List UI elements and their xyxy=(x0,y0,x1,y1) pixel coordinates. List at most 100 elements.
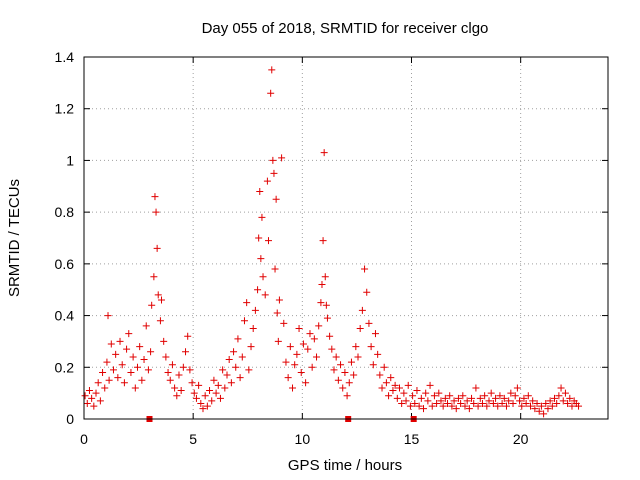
data-point xyxy=(478,399,486,407)
data-point xyxy=(263,177,271,185)
data-point xyxy=(363,288,371,296)
data-point xyxy=(150,273,158,281)
data-point xyxy=(112,350,120,358)
data-point xyxy=(520,394,528,402)
data-point xyxy=(140,356,148,364)
data-point xyxy=(206,387,214,395)
data-point xyxy=(186,366,194,374)
data-point xyxy=(310,335,318,343)
data-point xyxy=(272,195,280,203)
data-point xyxy=(151,193,159,201)
data-point xyxy=(413,387,421,395)
data-point xyxy=(280,319,288,327)
data-point xyxy=(559,397,567,405)
data-point xyxy=(494,402,502,410)
data-point xyxy=(318,281,326,289)
data-point xyxy=(245,366,253,374)
x-tick-label: 5 xyxy=(189,431,197,447)
data-point xyxy=(540,410,548,418)
data-point xyxy=(487,389,495,397)
data-point xyxy=(214,381,222,389)
data-point xyxy=(147,348,155,356)
data-point xyxy=(358,306,366,314)
y-tick-label: 0.4 xyxy=(55,308,75,324)
data-point xyxy=(354,353,362,361)
data-point xyxy=(457,399,465,407)
data-point xyxy=(389,387,397,395)
data-point xyxy=(177,387,185,395)
data-point xyxy=(544,405,552,413)
data-point xyxy=(216,394,224,402)
data-point xyxy=(417,394,425,402)
data-point xyxy=(190,389,198,397)
data-point xyxy=(179,363,187,371)
data-point xyxy=(203,402,211,410)
data-point xyxy=(505,397,513,405)
data-point xyxy=(402,397,410,405)
x-tick-label: 20 xyxy=(513,431,529,447)
data-point xyxy=(302,379,310,387)
data-point xyxy=(234,335,242,343)
data-point xyxy=(439,402,447,410)
data-point xyxy=(450,397,458,405)
data-point xyxy=(289,384,297,392)
data-point xyxy=(197,399,205,407)
data-point xyxy=(326,332,334,340)
data-point xyxy=(435,389,443,397)
data-point xyxy=(557,384,565,392)
grid-lines xyxy=(84,57,608,419)
data-point xyxy=(347,358,355,366)
data-point xyxy=(291,361,299,369)
plot-frame xyxy=(83,56,609,420)
data-point xyxy=(223,371,231,379)
data-point xyxy=(144,366,152,374)
data-point xyxy=(409,392,417,400)
data-point xyxy=(511,392,519,400)
data-point xyxy=(164,368,172,376)
data-point xyxy=(96,397,104,405)
data-point xyxy=(350,371,358,379)
data-point xyxy=(481,392,489,400)
x-tick-label: 15 xyxy=(404,431,420,447)
data-point xyxy=(465,405,473,413)
data-point xyxy=(426,381,434,389)
data-point xyxy=(156,317,164,325)
data-point xyxy=(225,356,233,364)
data-point xyxy=(295,325,303,332)
data-point xyxy=(308,363,316,371)
axis-ticks: 0 0.2 0.4 0.6 0.8 1 1.2 1.4 0 5 10 15 20 xyxy=(55,49,608,447)
data-point xyxy=(513,384,521,392)
data-point xyxy=(474,402,482,410)
data-point xyxy=(498,399,506,407)
data-point xyxy=(118,361,126,369)
data-point xyxy=(522,399,530,407)
data-point xyxy=(341,368,349,376)
data-point xyxy=(461,402,469,410)
data-point xyxy=(393,394,401,402)
data-point xyxy=(468,394,476,402)
data-point xyxy=(142,322,150,330)
x-axis-label: GPS time / hours xyxy=(288,457,402,474)
data-point xyxy=(127,368,135,376)
data-point xyxy=(365,319,373,327)
data-point xyxy=(297,368,305,376)
data-point xyxy=(395,384,403,392)
data-point xyxy=(131,384,139,392)
data-point xyxy=(315,322,323,330)
data-point xyxy=(273,309,281,317)
data-point xyxy=(459,392,467,400)
data-point xyxy=(251,306,259,314)
data-point xyxy=(101,384,109,392)
data-point xyxy=(114,374,122,382)
data-point xyxy=(188,379,196,387)
data-point xyxy=(502,402,510,410)
data-point xyxy=(271,265,279,273)
data-point xyxy=(257,255,265,263)
data-point xyxy=(160,337,168,345)
data-point xyxy=(568,402,576,410)
data-point xyxy=(136,343,144,351)
data-point xyxy=(88,394,96,402)
data-point xyxy=(378,384,386,392)
data-point xyxy=(330,366,338,374)
data-point xyxy=(162,353,170,361)
